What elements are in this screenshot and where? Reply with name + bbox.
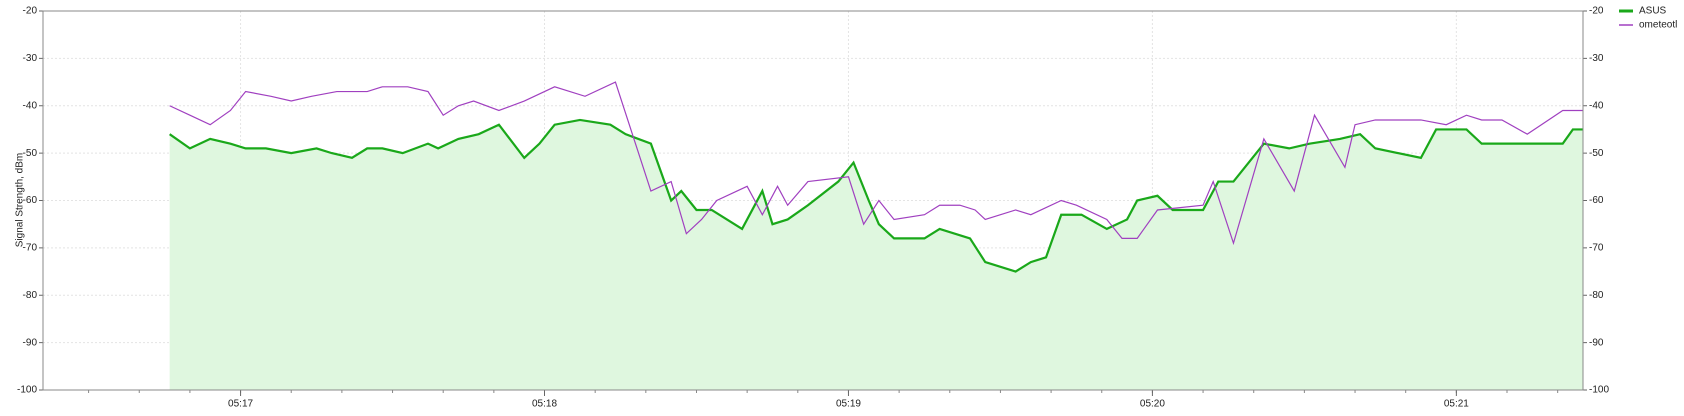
x-tick-label: 05:20 [1140, 399, 1165, 410]
y2-tick-label: -50 [1589, 148, 1604, 159]
y2-tick-label: -20 [1589, 6, 1604, 17]
y-tick-label: -40 [23, 100, 38, 111]
plot-frame [42, 10, 1584, 391]
y-tick-label: -80 [23, 290, 38, 301]
x-tick-label: 05:19 [836, 399, 861, 410]
y2-tick-label: -30 [1589, 53, 1604, 64]
x-tick-label: 05:18 [532, 399, 557, 410]
y2-tick-label: -100 [1589, 385, 1609, 396]
x-tick-label: 05:21 [1444, 399, 1469, 410]
y-tick-label: -50 [23, 148, 38, 159]
y-axis-title: Signal Strength, dBm [15, 153, 26, 248]
line [169, 81, 1583, 246]
legend-label: ASUS [1639, 6, 1667, 17]
y-tick-label: -100 [17, 385, 37, 396]
y2-tick-label: -90 [1589, 337, 1604, 348]
y2-tick-label: -80 [1589, 290, 1604, 301]
y2-tick-label: -70 [1589, 243, 1604, 254]
y-tick-label: -20 [23, 6, 38, 17]
y2-tick-label: -40 [1589, 100, 1604, 111]
y-tick-label: -70 [23, 243, 38, 254]
y-tick-label: -90 [23, 337, 38, 348]
x-tick-label: 05:17 [228, 399, 253, 410]
legend-label: ometeotl [1639, 20, 1677, 31]
y2-tick-label: -60 [1589, 195, 1604, 206]
y-tick-label: -30 [23, 53, 38, 64]
y-tick-label: -60 [23, 195, 38, 206]
line [169, 118, 1583, 273]
area [169, 119, 1583, 391]
